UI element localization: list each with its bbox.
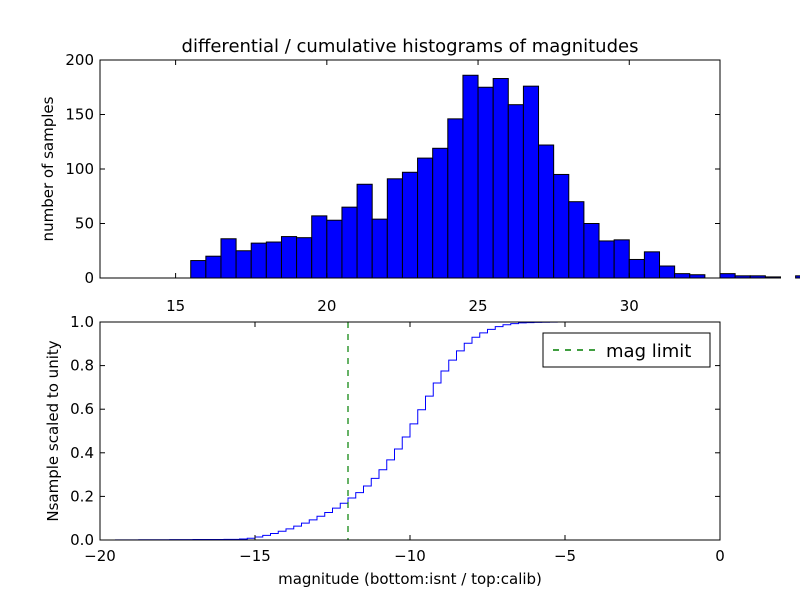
histogram-bar: [462, 74, 479, 279]
bottom-x-tick-label: 0: [715, 547, 725, 565]
bottom-x-tick-label: −10: [394, 547, 426, 565]
bottom-y-tick-label: 0.8: [70, 357, 94, 375]
top-x-tick-label: 15: [166, 297, 185, 315]
top-y-tick-label: 50: [75, 215, 94, 233]
bottom-x-tick-label: −20: [84, 547, 116, 565]
histogram-bar: [734, 275, 751, 279]
histogram-bar: [613, 239, 630, 279]
histogram-bar: [265, 241, 282, 279]
histogram-bar: [749, 275, 766, 279]
top-y-tick-label: 200: [65, 51, 94, 69]
bottom-y-tick-label: 0.2: [70, 487, 94, 505]
histogram-bar: [538, 144, 555, 279]
legend-mag-limit-label: mag limit: [606, 341, 691, 362]
histogram-bar: [417, 157, 434, 279]
histogram-bar: [553, 173, 570, 279]
histogram-bar: [568, 201, 585, 279]
histogram-bar: [432, 147, 449, 279]
histogram-bars: [190, 74, 800, 279]
bottom-x-tick-label: −5: [554, 547, 576, 565]
histogram-bar: [205, 255, 222, 279]
bottom-y-tick-label: 0.0: [70, 531, 94, 549]
histogram-bar: [311, 215, 328, 279]
top-y-tick-label: 150: [65, 106, 94, 124]
histogram-bar: [356, 183, 373, 279]
bottom-x-tick-label: −15: [239, 547, 271, 565]
top-y-tick-label: 0: [84, 269, 94, 287]
histogram-bar: [598, 240, 615, 279]
histogram-bar: [628, 258, 645, 279]
histogram-bar: [764, 276, 781, 279]
histogram-bar: [522, 85, 540, 279]
bottom-cumulative-panel: −20 −15 −10 −5 0 0.0 0.2 0.4 0.6 0.8 1.0 magnitude…: [44, 313, 725, 588]
histogram-bar: [386, 178, 403, 279]
top-x-tick-label: 20: [317, 297, 336, 315]
histogram-bar: [296, 237, 313, 279]
top-x-tick-label: 30: [620, 297, 639, 315]
histogram-bar: [280, 236, 298, 279]
histogram-bar: [447, 118, 464, 279]
bottom-y-tick-label: 0.4: [70, 444, 94, 462]
histogram-bar: [507, 104, 524, 279]
histogram-bar: [371, 218, 388, 279]
histogram-bar: [719, 273, 736, 279]
histogram-bar: [795, 275, 800, 279]
top-y-axis-label: number of samples: [39, 96, 57, 241]
histogram-bar: [659, 265, 676, 279]
bottom-y-axis-label: Nsample scaled to unity: [44, 340, 62, 521]
histogram-bar: [643, 251, 661, 279]
bottom-y-tick-label: 1.0: [70, 313, 94, 331]
x-axis-label: magnitude (bottom:isnt / top:calib): [278, 570, 542, 588]
top-histogram-panel: differential / cumulative histograms of …: [39, 36, 800, 315]
bottom-y-tick-label: 0.6: [70, 400, 94, 418]
histogram-bar: [583, 223, 600, 279]
top-ticks: 15 20 25 30 0 50 100 150 200: [65, 51, 720, 315]
histogram-bar: [235, 250, 252, 279]
bottom-ticks: −20 −15 −10 −5 0 0.0 0.2 0.4 0.6 0.8 1.0: [70, 313, 725, 565]
legend: mag limit: [542, 332, 711, 368]
histogram-bar: [220, 238, 237, 279]
histogram-bar: [341, 206, 358, 279]
histogram-bar: [674, 273, 691, 279]
chart-title: differential / cumulative histograms of …: [182, 36, 639, 57]
histogram-bar: [401, 171, 419, 279]
histogram-bar: [326, 219, 343, 279]
top-x-tick-label: 25: [469, 297, 488, 315]
top-y-tick-label: 100: [65, 160, 94, 178]
histogram-bar: [477, 86, 494, 279]
histogram-bar: [190, 260, 207, 279]
histogram-bar: [250, 242, 267, 279]
histogram-bar: [492, 78, 509, 279]
